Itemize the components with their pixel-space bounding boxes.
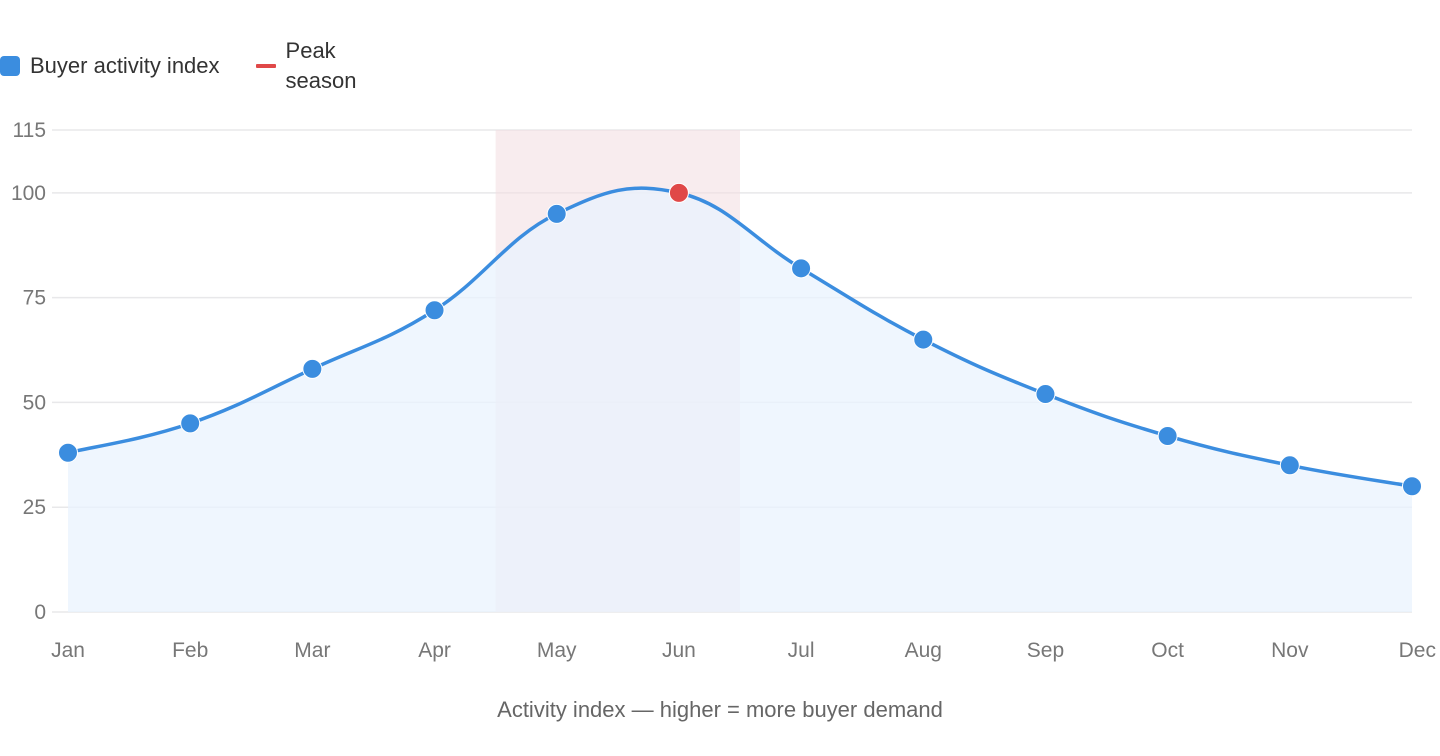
y-tick-label-25: 25: [23, 496, 46, 519]
x-tick-label-apr: Apr: [418, 639, 451, 662]
x-tick-label-jul: Jul: [788, 639, 815, 662]
data-point-peak-jun: [668, 182, 689, 203]
data-point-sep: [1035, 384, 1056, 405]
x-tick-label-feb: Feb: [172, 639, 208, 662]
legend-swatch-peak-season: [255, 64, 276, 68]
data-point-oct: [1157, 425, 1178, 446]
legend-label-peak-season: Peak season: [285, 38, 357, 93]
data-point-apr: [424, 300, 445, 321]
y-tick-label-115: 115: [13, 119, 46, 142]
legend-label-series: Buyer activity index: [30, 53, 220, 78]
area-layer: [68, 188, 1412, 612]
line-layer: [67, 186, 1413, 488]
y-tick-label-100: 100: [11, 182, 46, 205]
x-tick-label-oct: Oct: [1151, 639, 1184, 662]
y-tick-label-75: 75: [23, 287, 46, 310]
x-tick-label-aug: Aug: [905, 639, 942, 662]
data-point-nov: [1279, 455, 1300, 476]
data-point-dec: [1402, 476, 1422, 497]
x-axis-label: Activity index — higher = more buyer dem…: [497, 697, 943, 722]
point-layer: [58, 182, 1422, 497]
legend-swatch-series: [0, 56, 20, 76]
y-tick-label-50: 50: [23, 391, 46, 414]
data-point-jan: [58, 442, 78, 463]
series-line: [67, 186, 1413, 488]
x-tick-label-sep: Sep: [1027, 639, 1064, 662]
legend-item-peak-season[interactable]: Peak season: [255, 36, 386, 96]
chart-legend: Buyer activity index Peak season: [0, 36, 386, 96]
data-point-may: [546, 203, 567, 224]
data-point-aug: [913, 329, 934, 350]
series-area-fill: [68, 188, 1412, 612]
x-tick-label-jun: Jun: [662, 639, 696, 662]
x-tick-label-mar: Mar: [294, 639, 330, 662]
x-tick-label-nov: Nov: [1271, 639, 1309, 662]
x-axis-ticks: Jan Feb Mar Apr May Jun Jul Aug Sep Oct Nov Dec: [51, 639, 1436, 662]
y-tick-label-0: 0: [34, 601, 46, 624]
x-tick-label-dec: Dec: [1399, 639, 1436, 662]
legend-item-series[interactable]: Buyer activity index: [0, 53, 220, 79]
y-axis-ticks: 0 25 50 75 100 115: [11, 119, 46, 624]
data-point-feb: [180, 413, 201, 434]
x-tick-label-may: May: [537, 639, 577, 662]
data-point-mar: [302, 358, 323, 379]
data-point-jul: [791, 258, 812, 279]
x-tick-label-jan: Jan: [51, 639, 85, 662]
